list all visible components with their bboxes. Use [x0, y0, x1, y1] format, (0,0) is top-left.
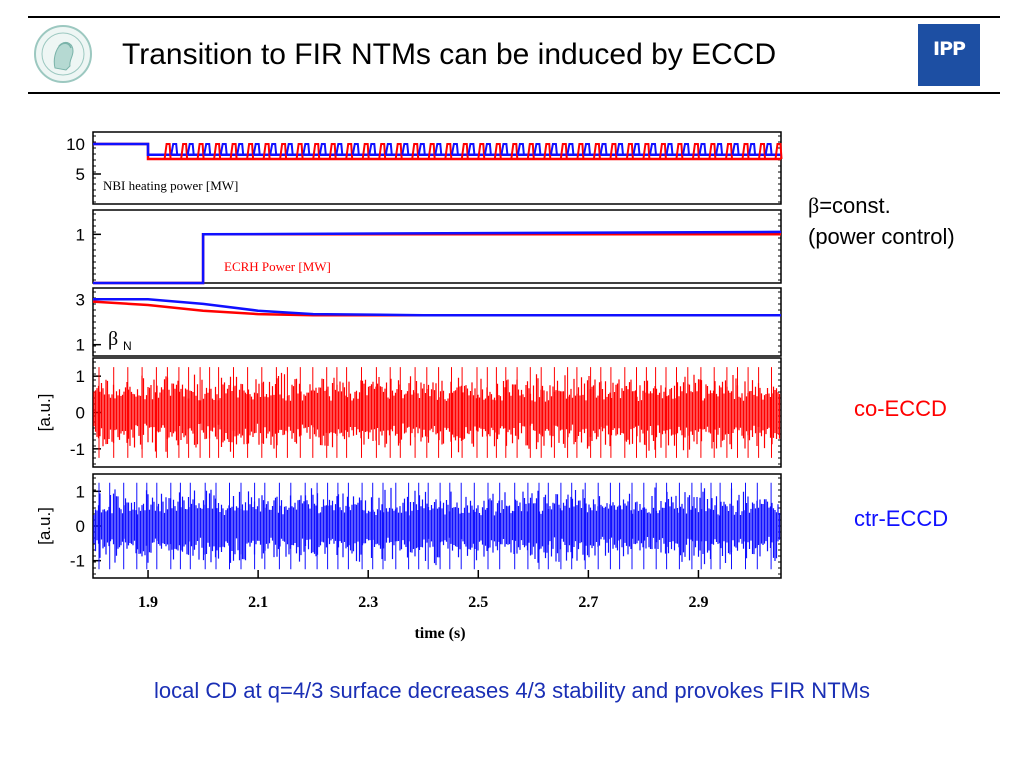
xtick-label-0: 1.9 — [138, 594, 158, 611]
series-line-beta-1 — [93, 298, 781, 317]
ytick-label-co-eccd-1: 0 — [76, 404, 85, 423]
header-rule — [28, 92, 1000, 94]
series-line-ecrh-0 — [93, 233, 781, 285]
beta-symbol: β — [808, 193, 820, 218]
signal-spikes-ctr-eccd — [98, 482, 772, 570]
panel-frame-nbi — [92, 131, 782, 205]
xtick-label-5: 2.9 — [688, 594, 708, 611]
xtick-label-1: 2.1 — [248, 594, 268, 611]
beta-panel-subscript: N — [123, 339, 132, 353]
beta-const-text: =const. — [819, 193, 891, 218]
series-line-nbi-1 — [93, 142, 781, 157]
nbi-panel-title: NBI heating power [MW] — [103, 178, 238, 193]
xtick-label-2: 2.3 — [358, 594, 378, 611]
ytick-label-co-eccd-0: 1 — [76, 367, 85, 386]
signal-trace-co-eccd — [93, 372, 781, 453]
beta-const-label: β=const. — [808, 193, 891, 219]
ytick-label-co-eccd-2: -1 — [70, 440, 85, 459]
ctr-eccd-label: ctr-ECCD — [854, 506, 949, 531]
signal-trace-ctr-eccd — [93, 487, 781, 566]
page-title: Transition to FIR NTMs can be induced by… — [122, 38, 777, 71]
ytick-label-beta-0: 3 — [76, 290, 85, 309]
panel-frame-ecrh — [92, 209, 782, 284]
ytick-label-ecrh-0: 1 — [76, 225, 85, 244]
ytick-label-nbi-0: 10 — [66, 135, 85, 154]
ytick-label-ctr-eccd-0: 1 — [76, 482, 85, 501]
beta-panel-title: β — [108, 328, 118, 350]
ipp-logo: IPP — [918, 24, 980, 86]
ytick-label-ctr-eccd-1: 0 — [76, 517, 85, 536]
society-seal-logo — [34, 25, 92, 83]
panel-frame-beta — [92, 287, 782, 357]
caption: local CD at q=4/3 surface decreases 4/3 … — [154, 678, 870, 703]
top-rule — [28, 16, 1000, 18]
ytick-label-ctr-eccd-2: -1 — [70, 552, 85, 571]
xaxis-label: time (s) — [414, 625, 465, 642]
nbi-pulses-1 — [170, 143, 773, 155]
series-line-ecrh-1 — [93, 230, 782, 285]
nbi-pulses-0 — [163, 143, 783, 160]
ytick-label-nbi-1: 5 — [76, 165, 85, 184]
ecrh-panel-title: ECRH Power [MW] — [224, 259, 331, 274]
xtick-label-4: 2.7 — [578, 594, 598, 611]
ylabel-co-eccd: [a.u.] — [35, 394, 54, 432]
xtick-label-3: 2.5 — [468, 594, 488, 611]
ylabel-ctr-eccd: [a.u.] — [35, 507, 54, 545]
power-control-label: (power control) — [808, 224, 955, 249]
ipp-logo-text: IPP — [933, 38, 966, 60]
co-eccd-label: co-ECCD — [854, 396, 947, 421]
signal-spikes-co-eccd — [98, 367, 772, 458]
ytick-label-beta-1: 1 — [76, 336, 85, 355]
